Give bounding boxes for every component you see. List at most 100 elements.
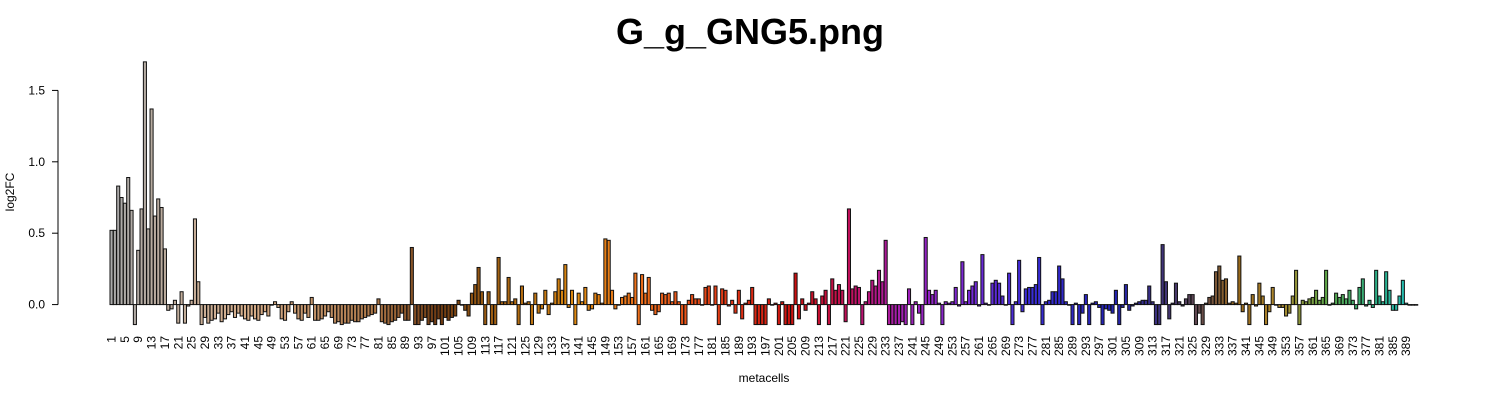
bar — [196, 281, 201, 306]
bar — [1257, 282, 1262, 306]
bar — [242, 304, 248, 320]
bar — [493, 304, 498, 326]
bar — [426, 304, 431, 326]
bar — [116, 185, 121, 306]
bar — [122, 202, 127, 306]
bar — [973, 281, 978, 306]
x-tick-label: 273 — [1012, 336, 1026, 356]
x-tick-label: 109 — [465, 336, 479, 356]
bar — [813, 298, 818, 306]
x-tick-label: 225 — [852, 336, 866, 356]
bar — [1073, 302, 1078, 306]
x-tick-label: 205 — [785, 336, 799, 356]
bar — [549, 302, 555, 306]
bar — [353, 304, 358, 323]
bar — [1284, 304, 1289, 317]
bar — [1127, 304, 1132, 311]
bar — [129, 209, 134, 306]
bar — [686, 299, 691, 306]
bar — [853, 285, 858, 306]
bar — [589, 304, 595, 310]
x-tick-label: 65 — [318, 336, 332, 350]
x-tick-label: 61 — [305, 336, 319, 350]
bar — [1254, 304, 1259, 307]
bar — [529, 304, 534, 326]
bar — [1314, 289, 1319, 306]
bar — [1063, 301, 1068, 306]
bar — [726, 304, 731, 307]
bar — [1250, 294, 1255, 306]
bar — [666, 292, 671, 306]
bar — [1247, 304, 1252, 326]
x-tick-label: 49 — [265, 336, 279, 350]
bar — [596, 294, 601, 306]
bar — [303, 304, 308, 314]
bar — [172, 299, 177, 306]
x-tick-label: 21 — [171, 336, 185, 350]
bar — [1360, 278, 1365, 306]
bar — [883, 239, 888, 306]
chart-title: G_g_GNG5.png — [616, 11, 884, 52]
bar — [1320, 296, 1325, 306]
bar — [269, 304, 274, 306]
bar — [536, 304, 541, 314]
x-tick-label: 389 — [1399, 336, 1413, 356]
bar — [1050, 291, 1055, 306]
bar — [1203, 302, 1209, 306]
bar — [409, 246, 414, 306]
bar — [456, 299, 461, 306]
bar — [519, 285, 524, 306]
bar — [1300, 299, 1305, 306]
bar — [863, 301, 868, 306]
bar — [663, 294, 668, 306]
x-tick-label: 209 — [799, 336, 813, 356]
bar — [306, 304, 311, 318]
bar — [1397, 295, 1402, 306]
bar — [896, 304, 902, 326]
bar — [286, 304, 291, 313]
bar — [469, 292, 474, 306]
bar — [259, 304, 264, 316]
x-tick-label: 13 — [145, 336, 159, 350]
bar — [413, 304, 418, 326]
bar — [533, 292, 538, 306]
bar — [1037, 256, 1042, 306]
bar — [1213, 271, 1219, 306]
x-tick-label: 73 — [345, 336, 359, 350]
x-tick-label: 121 — [505, 336, 519, 356]
bar — [252, 304, 258, 320]
x-tick-label: 377 — [1359, 336, 1373, 356]
bar — [903, 304, 908, 326]
bar — [1404, 302, 1409, 306]
bar — [1307, 298, 1312, 306]
x-tick-label: 301 — [1106, 336, 1120, 356]
y-ticks: 0.0 0.5 1.0 1.5 — [28, 83, 58, 312]
x-tick-label: 333 — [1212, 336, 1226, 356]
bar — [816, 304, 821, 326]
bar — [339, 304, 344, 326]
y-tick-label: 1.5 — [28, 83, 45, 97]
bar — [1280, 304, 1285, 308]
bar — [1193, 304, 1199, 326]
bar — [366, 304, 371, 317]
bar — [1190, 294, 1195, 306]
bar — [1187, 294, 1192, 306]
x-tick-label: 69 — [331, 336, 345, 350]
bar — [1183, 298, 1189, 306]
bar — [279, 304, 284, 320]
bar — [1270, 286, 1275, 306]
bar — [132, 304, 137, 326]
bar — [553, 291, 558, 306]
bar — [546, 304, 551, 316]
x-tick-label: 1 — [105, 336, 119, 343]
x-tick-label: 37 — [225, 336, 239, 350]
bar — [1000, 295, 1005, 306]
bar — [856, 286, 861, 306]
bar — [186, 304, 191, 307]
bar — [1387, 289, 1392, 306]
bar — [1324, 269, 1329, 306]
bar — [916, 304, 922, 314]
bar — [860, 304, 865, 326]
bar — [169, 304, 174, 310]
bar — [136, 249, 141, 306]
